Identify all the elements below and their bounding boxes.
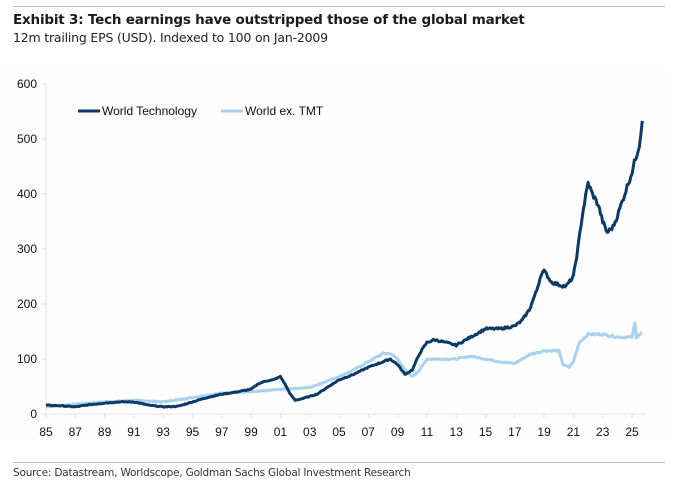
series-line-world-technology <box>45 120 644 409</box>
y-tick-label: 0 <box>30 407 37 421</box>
x-tick-label: 15 <box>479 425 493 439</box>
legend-label-world-technology: World Technology <box>102 104 197 118</box>
x-tick-label: 13 <box>450 425 464 439</box>
x-tick-label: 85 <box>39 425 53 439</box>
x-tick-label: 05 <box>332 425 346 439</box>
legend-label-world-ex-tmt: World ex. TMT <box>245 104 324 118</box>
x-tick-label: 09 <box>391 425 405 439</box>
x-tick-label: 17 <box>508 425 522 439</box>
y-axis: 0 100 200 300 400 500 600 <box>17 77 47 421</box>
x-axis: 85 87 89 91 93 95 97 99 01 03 05 07 09 11 13 15 17 19 21 23… <box>39 413 646 439</box>
x-tick-label: 23 <box>596 425 610 439</box>
series-line-world-ex-tmt <box>45 321 643 409</box>
x-tick-label: 95 <box>186 425 200 439</box>
x-tick-label: 25 <box>625 425 639 439</box>
x-tick-label: 01 <box>274 425 288 439</box>
y-tick-label: 600 <box>17 77 37 91</box>
x-tick-label: 97 <box>215 425 229 439</box>
bottom-rule <box>13 462 665 463</box>
y-tick-label: 200 <box>17 297 37 311</box>
y-tick-label: 500 <box>17 132 37 146</box>
top-rule <box>13 6 665 7</box>
series-lines <box>45 120 644 409</box>
y-tick-label: 100 <box>17 352 37 366</box>
x-tick-label: 21 <box>567 425 581 439</box>
chart-title: Exhibit 3: Tech earnings have outstrippe… <box>13 12 525 28</box>
y-tick-label: 300 <box>17 242 37 256</box>
x-tick-label: 99 <box>244 425 258 439</box>
x-tick-label: 03 <box>303 425 317 439</box>
x-tick-label: 87 <box>69 425 83 439</box>
x-tick-label: 91 <box>127 425 141 439</box>
x-tick-label: 11 <box>421 425 434 439</box>
legend: World Technology World ex. TMT <box>78 104 324 118</box>
y-tick-label: 400 <box>17 187 37 201</box>
chart-subtitle: 12m trailing EPS (USD). Indexed to 100 o… <box>13 30 328 45</box>
x-tick-label: 93 <box>157 425 171 439</box>
x-tick-label: 07 <box>362 425 376 439</box>
x-tick-label: 89 <box>98 425 112 439</box>
source-note: Source: Datastream, Worldscope, Goldman … <box>13 467 411 479</box>
x-tick-label: 19 <box>537 425 551 439</box>
